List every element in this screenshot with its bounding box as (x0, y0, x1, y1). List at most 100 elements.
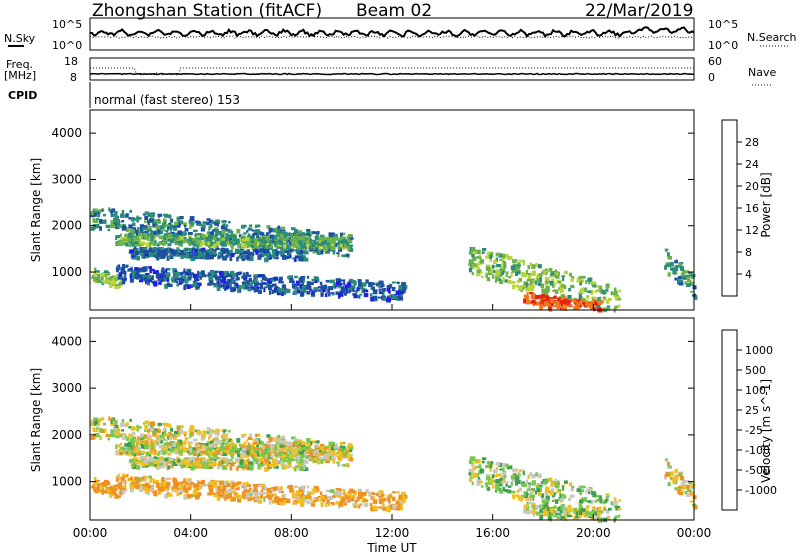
data-cell (254, 240, 258, 244)
nsearch-tick-top: 10^5 (708, 18, 738, 31)
data-cell (581, 485, 586, 489)
data-cell (665, 459, 668, 462)
data-cell (218, 251, 222, 257)
data-cell (398, 503, 401, 508)
data-cell (147, 220, 151, 223)
data-cell (183, 268, 186, 274)
data-cell (281, 226, 286, 230)
data-cell (556, 306, 560, 310)
data-cell (482, 248, 487, 251)
data-cell (284, 256, 287, 260)
data-cell (183, 494, 187, 500)
data-cell (679, 475, 684, 481)
data-cell (546, 507, 550, 511)
data-cell (195, 458, 198, 462)
data-cell (166, 248, 169, 252)
data-cell (511, 490, 516, 494)
data-cell (310, 243, 316, 248)
data-cell (302, 277, 305, 283)
data-cell (539, 277, 542, 283)
data-cell (236, 272, 241, 276)
data-cell (104, 483, 108, 487)
data-cell (307, 456, 313, 460)
data-cell (317, 453, 321, 457)
data-cell (263, 276, 267, 281)
data-cell (352, 502, 357, 506)
data-cell (567, 294, 572, 300)
data-cell (317, 449, 322, 455)
data-cell (167, 442, 173, 447)
data-cell (278, 451, 284, 455)
data-cell (294, 496, 298, 500)
data-cell (121, 419, 125, 425)
data-cell (382, 503, 385, 507)
data-cell (263, 462, 266, 466)
data-cell (179, 243, 183, 247)
data-cell (680, 482, 683, 487)
data-cell (179, 236, 184, 240)
data-cell (280, 251, 285, 255)
data-cell (318, 455, 321, 460)
data-cell (499, 258, 503, 262)
data-cell (138, 460, 142, 463)
data-cell (209, 231, 214, 235)
data-cell (92, 484, 96, 488)
data-cell (201, 450, 205, 455)
data-cell (386, 297, 391, 303)
data-cell (596, 514, 601, 519)
data-cell (305, 233, 311, 236)
data-cell (320, 292, 324, 297)
data-cell (114, 424, 118, 428)
data-cell (153, 460, 158, 464)
data-cell (256, 225, 259, 228)
data-cell (144, 234, 149, 240)
data-cell (664, 264, 669, 268)
data-cell (261, 485, 265, 488)
data-cell (279, 448, 282, 453)
data-cell (512, 284, 516, 290)
data-cell (217, 254, 222, 259)
data-cell (535, 472, 538, 477)
data-cell (280, 461, 285, 465)
data-cell (553, 305, 557, 308)
data-cell (570, 494, 575, 498)
data-cell (606, 509, 610, 514)
data-cell (147, 225, 152, 230)
data-cell (250, 495, 253, 499)
data-cell (136, 444, 139, 449)
data-cell (200, 444, 205, 447)
data-cell (159, 451, 164, 455)
data-cell (143, 459, 149, 464)
data-cell (320, 286, 325, 290)
data-cell (348, 237, 354, 240)
data-cell (539, 487, 542, 492)
data-cell (305, 285, 308, 290)
data-cell (236, 466, 239, 471)
data-cell (180, 459, 186, 465)
data-cell (200, 226, 206, 232)
data-cell (157, 218, 161, 222)
data-cell (586, 295, 590, 299)
data-cell (530, 511, 533, 514)
data-cell (144, 420, 150, 424)
data-cell (294, 275, 298, 279)
data-cell (479, 481, 483, 483)
data-cell (241, 276, 244, 279)
data-cell (331, 455, 336, 460)
data-cell (206, 252, 210, 256)
data-cell (279, 236, 284, 239)
data-cell (242, 238, 247, 242)
data-cell (150, 276, 154, 280)
data-cell (226, 482, 231, 487)
data-cell (223, 459, 228, 463)
data-cell (209, 247, 213, 253)
data-cell (293, 243, 297, 248)
data-cell (207, 450, 211, 455)
data-cell (340, 441, 343, 447)
data-cell (192, 483, 198, 488)
data-cell (363, 289, 369, 293)
data-cell (476, 472, 480, 478)
data-cell (585, 301, 589, 306)
data-cell (342, 246, 346, 250)
data-cell (126, 227, 129, 232)
